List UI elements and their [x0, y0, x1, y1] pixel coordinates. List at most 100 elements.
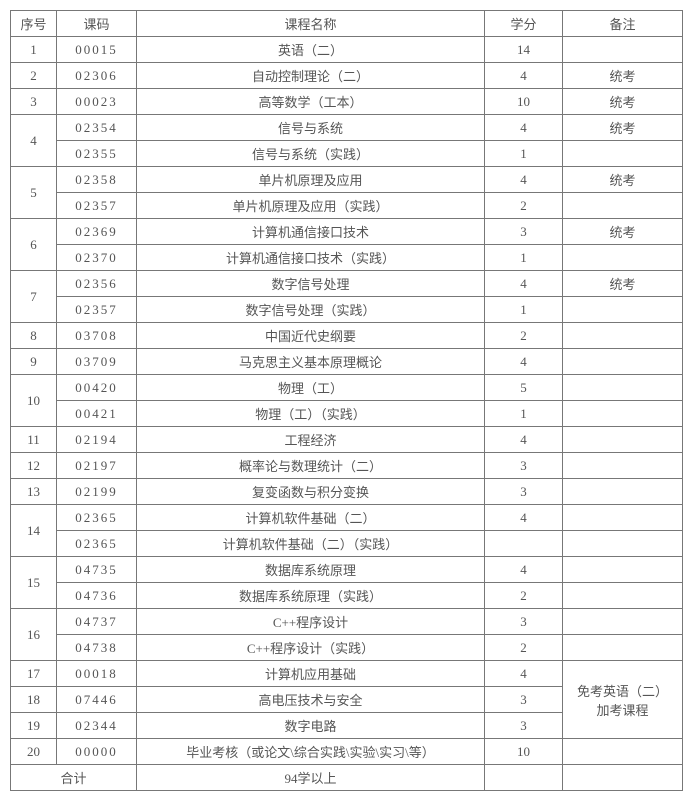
cell-code: 02354 [57, 115, 137, 141]
cell-code: 02306 [57, 63, 137, 89]
cell-credit: 3 [485, 687, 563, 713]
cell-name: 数字信号处理 [137, 271, 485, 297]
cell-code: 07446 [57, 687, 137, 713]
cell-code: 03708 [57, 323, 137, 349]
table-row: 02365计算机软件基础（二）（实践） [11, 531, 683, 557]
cell-credit: 10 [485, 89, 563, 115]
cell-note [563, 739, 683, 765]
table-row: 04738C++程序设计（实践）2 [11, 635, 683, 661]
cell-code: 03709 [57, 349, 137, 375]
cell-credit: 4 [485, 427, 563, 453]
cell-credit: 4 [485, 271, 563, 297]
table-row: 1000420物理（工）5 [11, 375, 683, 401]
cell-credit: 2 [485, 635, 563, 661]
table-row: 02355信号与系统（实践）1 [11, 141, 683, 167]
cell-name: 英语（二） [137, 37, 485, 63]
cell-credit: 3 [485, 453, 563, 479]
cell-code: 02365 [57, 505, 137, 531]
cell-name: 单片机原理及应用 [137, 167, 485, 193]
col-seq: 序号 [11, 11, 57, 37]
cell-name: 计算机软件基础（二） [137, 505, 485, 531]
course-table: 序号 课码 课程名称 学分 备注 100015英语（二）14202306自动控制… [10, 10, 683, 791]
cell-seq: 7 [11, 271, 57, 323]
cell-note [563, 609, 683, 635]
cell-name: C++程序设计（实践） [137, 635, 485, 661]
cell-code: 02344 [57, 713, 137, 739]
cell-code: 04735 [57, 557, 137, 583]
cell-note [563, 375, 683, 401]
table-row: 702356数字信号处理4统考 [11, 271, 683, 297]
col-code: 课码 [57, 11, 137, 37]
cell-credit: 3 [485, 713, 563, 739]
table-row: 1302199复变函数与积分变换3 [11, 479, 683, 505]
cell-name: 物理（工） [137, 375, 485, 401]
total-row: 合计 94学以上 [11, 765, 683, 791]
cell-credit: 1 [485, 297, 563, 323]
cell-note [563, 427, 683, 453]
cell-code: 02358 [57, 167, 137, 193]
cell-note: 统考 [563, 167, 683, 193]
cell-note [563, 557, 683, 583]
table-row: 1504735数据库系统原理4 [11, 557, 683, 583]
cell-note: 统考 [563, 89, 683, 115]
cell-seq: 18 [11, 687, 57, 713]
cell-code: 02194 [57, 427, 137, 453]
cell-credit: 2 [485, 583, 563, 609]
col-note: 备注 [563, 11, 683, 37]
table-header: 序号 课码 课程名称 学分 备注 [11, 11, 683, 37]
cell-code: 02355 [57, 141, 137, 167]
cell-name: 概率论与数理统计（二） [137, 453, 485, 479]
cell-seq: 5 [11, 167, 57, 219]
cell-code: 02365 [57, 531, 137, 557]
cell-note: 统考 [563, 63, 683, 89]
cell-code: 00015 [57, 37, 137, 63]
cell-credit: 4 [485, 557, 563, 583]
cell-note: 统考 [563, 115, 683, 141]
cell-seq: 10 [11, 375, 57, 427]
table-row: 300023高等数学（工本）10统考 [11, 89, 683, 115]
cell-credit: 10 [485, 739, 563, 765]
cell-seq: 1 [11, 37, 57, 63]
cell-credit: 1 [485, 401, 563, 427]
cell-name: 数据库系统原理 [137, 557, 485, 583]
cell-name: 工程经济 [137, 427, 485, 453]
cell-name: 高电压技术与安全 [137, 687, 485, 713]
table-row: 202306自动控制理论（二）4统考 [11, 63, 683, 89]
cell-seq: 17 [11, 661, 57, 687]
table-row: 1402365计算机软件基础（二）4 [11, 505, 683, 531]
cell-note [563, 583, 683, 609]
cell-name: 中国近代史纲要 [137, 323, 485, 349]
cell-code: 02197 [57, 453, 137, 479]
table-row: 00421物理（工）（实践）1 [11, 401, 683, 427]
cell-credit: 14 [485, 37, 563, 63]
cell-name: 数字电路 [137, 713, 485, 739]
cell-seq: 6 [11, 219, 57, 271]
cell-name: 高等数学（工本） [137, 89, 485, 115]
cell-seq: 13 [11, 479, 57, 505]
cell-code: 04737 [57, 609, 137, 635]
cell-note [563, 193, 683, 219]
cell-code: 00000 [57, 739, 137, 765]
table-row: 1202197概率论与数理统计（二）3 [11, 453, 683, 479]
cell-credit: 2 [485, 193, 563, 219]
table-row: 2000000毕业考核（或论文\综合实践\实验\实习\等）10 [11, 739, 683, 765]
total-value: 94学以上 [137, 765, 485, 791]
cell-credit: 1 [485, 245, 563, 271]
cell-code: 04736 [57, 583, 137, 609]
cell-credit: 3 [485, 219, 563, 245]
total-empty1 [485, 765, 563, 791]
cell-name: 复变函数与积分变换 [137, 479, 485, 505]
cell-code: 02356 [57, 271, 137, 297]
cell-note [563, 505, 683, 531]
cell-code: 02199 [57, 479, 137, 505]
cell-code: 04738 [57, 635, 137, 661]
cell-name: C++程序设计 [137, 609, 485, 635]
cell-note: 统考 [563, 219, 683, 245]
cell-name: 信号与系统（实践） [137, 141, 485, 167]
cell-seq: 14 [11, 505, 57, 557]
table-row: 1604737C++程序设计3 [11, 609, 683, 635]
table-row: 1700018计算机应用基础4免考英语（二） 加考课程 [11, 661, 683, 687]
cell-seq: 19 [11, 713, 57, 739]
table-row: 602369计算机通信接口技术3统考 [11, 219, 683, 245]
cell-note: 统考 [563, 271, 683, 297]
